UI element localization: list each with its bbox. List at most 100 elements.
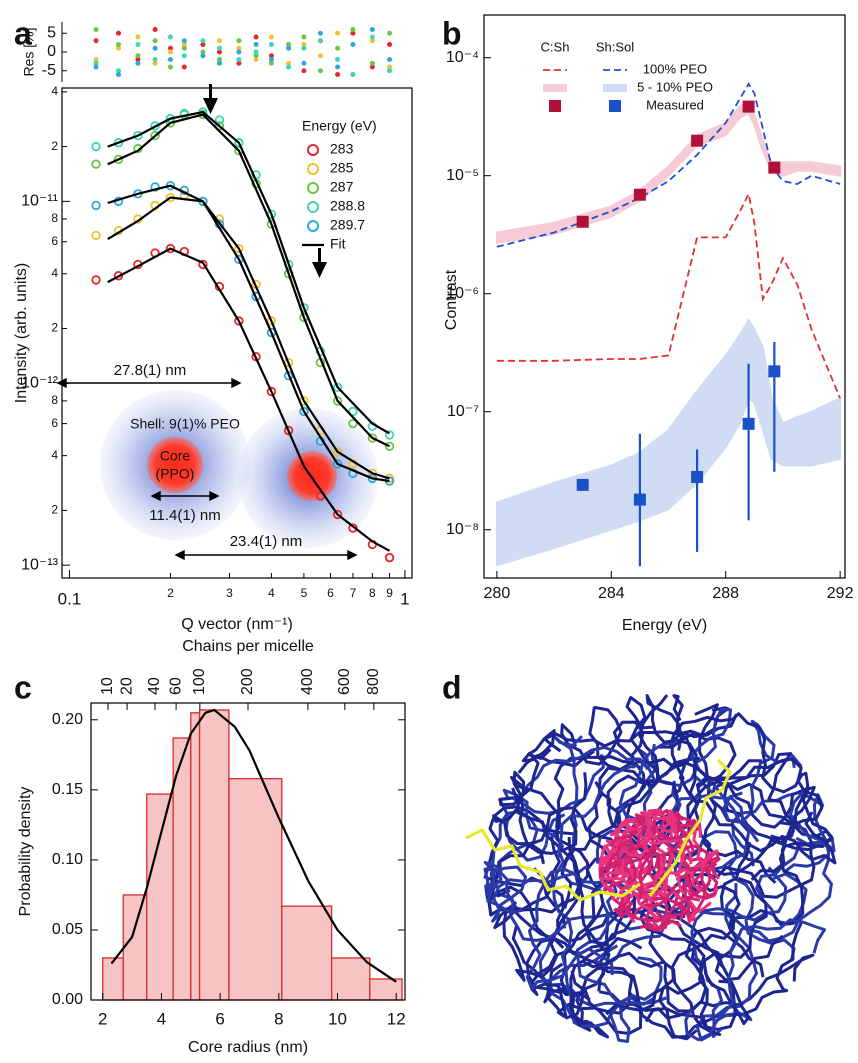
residual-point — [253, 42, 259, 47]
core-chain — [667, 902, 697, 922]
residual-point — [350, 42, 356, 47]
residual-point — [236, 45, 242, 51]
chain — [686, 780, 816, 842]
x-axis-label: Q vector (nm⁻¹) — [181, 616, 293, 633]
residual-point — [181, 45, 187, 51]
core-chain — [631, 883, 678, 920]
measured-point — [768, 161, 781, 174]
data-point — [384, 441, 395, 452]
legend-label: 285 — [330, 160, 354, 176]
x-axis-label: Core radius (nm) — [188, 1039, 308, 1056]
x-tick-label: 10 — [328, 1009, 347, 1028]
residual-point — [301, 68, 307, 74]
arrowhead — [312, 262, 327, 278]
molecule-rendering — [465, 694, 837, 1043]
residual-point — [335, 57, 341, 62]
residual-point — [93, 38, 99, 44]
x-tick-label: 12 — [387, 1009, 406, 1028]
measured-point — [576, 478, 589, 491]
residual-point — [236, 57, 242, 62]
residual-point — [216, 60, 222, 66]
data-point — [91, 275, 101, 285]
y-tick-label: 4 — [51, 266, 58, 280]
x2-tick-label: 60 — [167, 677, 184, 695]
core-chain — [613, 890, 634, 918]
x-tick-label: 292 — [827, 585, 854, 602]
legend-marker — [543, 84, 567, 92]
legend-label: 5 - 10% PEO — [637, 79, 713, 94]
data-point — [367, 468, 378, 478]
histogram-bar — [228, 778, 283, 1001]
residual-point — [350, 30, 356, 36]
arrow-shaft — [318, 248, 321, 264]
annotation: 23.4(1) nm — [230, 533, 303, 550]
core — [147, 437, 203, 493]
legend-label: Measured — [646, 97, 704, 112]
x-tick-label: 8 — [274, 1009, 283, 1028]
fit-line — [107, 110, 391, 435]
x2-tick-label: 200 — [239, 668, 256, 695]
legend-marker — [549, 100, 561, 112]
core-chain — [660, 818, 702, 838]
highlight-chain — [465, 828, 641, 902]
arrowhead — [150, 490, 161, 502]
chain — [545, 962, 634, 1026]
core-chain — [656, 865, 703, 892]
core-chain — [647, 809, 675, 840]
residual-tick-label: 5 — [47, 24, 56, 41]
data-point — [234, 243, 244, 254]
contrast-band — [495, 100, 842, 244]
core-chain — [700, 856, 721, 890]
measured-point — [768, 365, 781, 378]
data-point — [113, 271, 124, 281]
residual-point — [216, 57, 222, 62]
plot-frame — [483, 14, 846, 579]
core-chain — [667, 809, 682, 839]
residual-point — [135, 34, 141, 40]
core-chain — [598, 821, 630, 872]
y-tick-label: 10⁻⁷ — [447, 403, 479, 420]
annotation: 11.4(1) nm — [149, 507, 220, 524]
residual-point — [369, 34, 375, 40]
annotation: 27.8(1) nm — [114, 362, 187, 379]
data-point — [150, 130, 160, 141]
data-point — [234, 316, 244, 326]
residual-point — [115, 68, 121, 74]
residual-tick-label: 0 — [47, 43, 56, 60]
data-point — [384, 430, 395, 440]
residual-point — [286, 45, 292, 51]
core-chain — [609, 813, 647, 848]
legend-title: Energy (eV) — [302, 118, 377, 134]
residual-point — [135, 42, 141, 47]
legend-label: 288.8 — [330, 198, 365, 214]
core-chain — [640, 832, 663, 882]
x-tick-label: 6 — [215, 1009, 224, 1028]
residual-point — [216, 49, 222, 55]
residual-point — [216, 38, 222, 44]
residual-point — [350, 72, 356, 77]
residual-point — [236, 38, 242, 44]
y-tick-label: 4 — [51, 84, 58, 98]
chain — [652, 821, 816, 899]
histogram-bar — [102, 957, 124, 1001]
measured-point — [742, 100, 755, 113]
measured-point — [691, 134, 704, 147]
residual-point — [317, 53, 323, 59]
residual-point — [317, 68, 323, 74]
chain — [525, 865, 614, 991]
data-point — [384, 552, 395, 563]
residual-point — [335, 64, 341, 70]
residual-point — [387, 64, 393, 70]
residual-point — [93, 27, 99, 32]
legend-marker — [307, 144, 319, 156]
chain — [491, 865, 629, 923]
chain — [492, 729, 562, 865]
residual-point — [369, 27, 375, 32]
residual-point — [350, 27, 356, 32]
legend-label: 287 — [330, 179, 354, 195]
data-point — [299, 406, 309, 417]
legend-marker — [307, 182, 319, 194]
chain — [560, 706, 644, 772]
residual-point — [301, 42, 307, 47]
data-point — [133, 130, 143, 141]
